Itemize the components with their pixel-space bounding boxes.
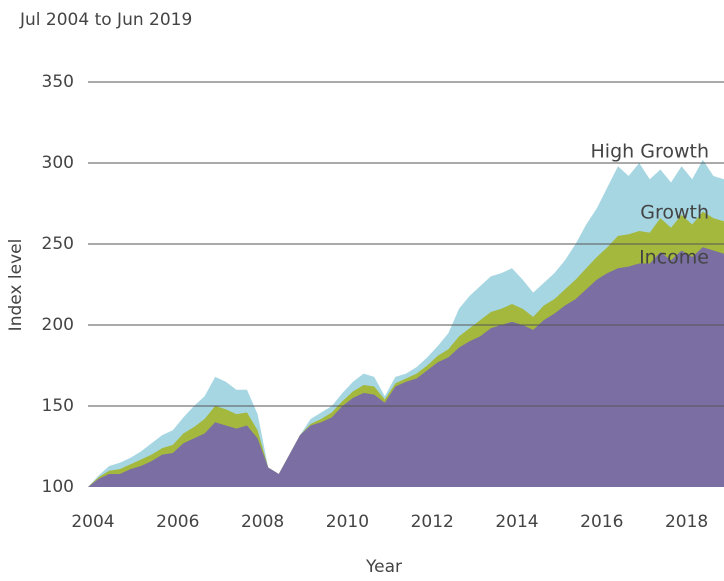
subtitle: Jul 2004 to Jun 2019 — [19, 10, 192, 30]
x-tick-label: 2018 — [665, 512, 708, 532]
series-label: High Growth — [591, 141, 709, 163]
y-tick-label: 300 — [42, 153, 74, 173]
x-tick-label: 2016 — [580, 512, 623, 532]
y-axis-label: Index level — [6, 239, 26, 332]
y-tick-label: 250 — [42, 234, 74, 254]
x-tick-label: 2006 — [156, 512, 199, 532]
y-tick-label: 150 — [42, 396, 74, 416]
x-axis-label: Year — [365, 557, 402, 577]
series-label: Income — [639, 247, 709, 269]
area — [88, 247, 724, 487]
y-tick-label: 350 — [42, 72, 74, 92]
x-tick-label: 2010 — [326, 512, 369, 532]
y-tick-label: 200 — [42, 315, 74, 335]
series-label: Growth — [640, 202, 709, 224]
x-tick-label: 2008 — [241, 512, 284, 532]
x-tick-label: 2012 — [411, 512, 454, 532]
x-tick-label: 2004 — [71, 512, 114, 532]
y-tick-label: 100 — [42, 477, 74, 497]
x-tick-label: 2014 — [495, 512, 538, 532]
